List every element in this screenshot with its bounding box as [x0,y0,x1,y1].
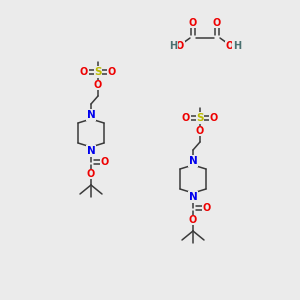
Text: O: O [176,41,184,51]
Text: O: O [203,203,211,213]
Text: O: O [196,126,204,136]
Text: O: O [94,80,102,90]
Text: O: O [213,18,221,28]
Text: N: N [87,110,95,120]
Text: O: O [210,113,218,123]
Text: O: O [226,41,234,51]
Text: O: O [189,215,197,225]
Text: O: O [101,157,109,167]
Text: H: H [169,41,177,51]
Text: N: N [189,156,197,166]
Text: O: O [108,67,116,77]
Text: N: N [189,192,197,202]
Text: O: O [189,18,197,28]
Text: O: O [80,67,88,77]
Text: N: N [87,146,95,156]
Text: H: H [233,41,241,51]
Text: O: O [182,113,190,123]
Text: S: S [196,113,204,123]
Text: S: S [94,67,102,77]
Text: O: O [87,169,95,179]
